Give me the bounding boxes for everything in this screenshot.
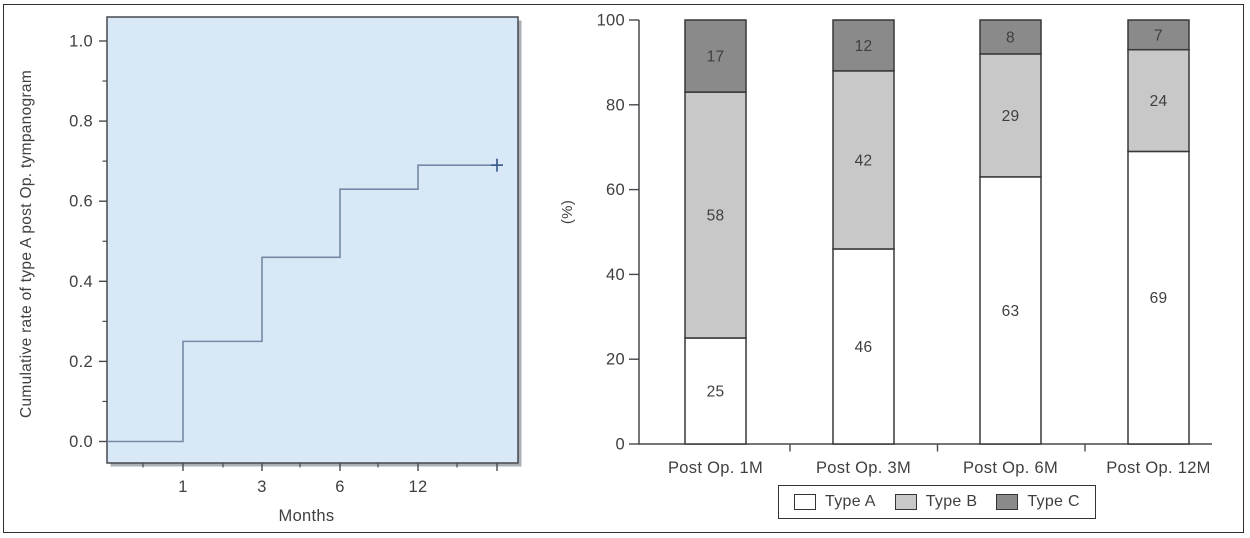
- bar-segment: [832, 248, 895, 445]
- legend-label: Type C: [1027, 493, 1080, 510]
- x-axis-tick-label: 12: [409, 478, 428, 496]
- legend-swatch-icon: [894, 494, 917, 510]
- y-axis-tick-label: 0.8: [69, 113, 93, 131]
- legend-swatch-icon: [996, 494, 1019, 510]
- plot-area: [106, 16, 519, 464]
- bar-value-label: 58: [707, 208, 725, 225]
- y-axis-tick-label: 0.2: [69, 353, 93, 371]
- y-axis-tick-label: 0.0: [69, 433, 93, 451]
- y-axis-tick-label: 1.0: [69, 33, 93, 51]
- x-axis-tick-label: 3: [257, 478, 266, 496]
- bar-value-label: 25: [707, 384, 725, 401]
- y-axis-title: (%): [559, 200, 576, 224]
- legend-label: Type A: [825, 493, 876, 510]
- bar-value-label: 8: [1006, 29, 1015, 46]
- bar-value-label: 29: [1002, 108, 1020, 125]
- bar-value-label: 7: [1154, 27, 1163, 44]
- category-label: Post Op. 12M: [1106, 459, 1210, 477]
- bar-segment: [684, 19, 747, 93]
- bar-segment: [832, 19, 895, 72]
- y-axis-tick-label: 0.6: [69, 193, 93, 211]
- y-axis-tick-label: 0: [616, 436, 625, 454]
- bar-segment: [684, 91, 747, 339]
- legend-item: Type A: [794, 493, 876, 511]
- y-axis-tick-label: 60: [606, 181, 625, 199]
- step-line: [107, 164, 497, 443]
- category-label: Post Op. 1M: [668, 459, 763, 477]
- bar-value-label: 12: [855, 38, 873, 55]
- bar-segment: [832, 70, 895, 250]
- bar-segment: [1127, 150, 1190, 445]
- x-axis-tick-label: 1: [178, 478, 187, 496]
- legend: Type A Type B Type C: [778, 485, 1096, 519]
- bar-value-label: 42: [855, 152, 873, 169]
- bar-value-label: 24: [1150, 93, 1168, 110]
- y-axis-tick-label: 20: [606, 351, 625, 369]
- bar-value-label: 17: [707, 49, 725, 66]
- legend-item: Type B: [894, 493, 978, 511]
- y-axis-tick-label: 100: [597, 12, 625, 30]
- category-label: Post Op. 6M: [963, 459, 1058, 477]
- bar-segment: [1127, 19, 1190, 51]
- legend-label: Type B: [925, 493, 978, 510]
- bar-segment: [1127, 48, 1190, 153]
- x-axis-tick-label: 6: [335, 478, 344, 496]
- bar-segment: [979, 19, 1042, 55]
- bar-segment: [979, 176, 1042, 445]
- y-axis-title: Cumulative rate of type A post Op. tympa…: [18, 70, 35, 418]
- bar-value-label: 63: [1002, 303, 1020, 320]
- y-axis-tick-label: 80: [606, 96, 625, 114]
- bar-value-label: 69: [1150, 290, 1168, 307]
- y-axis-tick-label: 0.4: [69, 273, 93, 291]
- legend-swatch-icon: [794, 494, 816, 510]
- bar-segment: [979, 53, 1042, 178]
- bar-value-label: 46: [855, 339, 873, 356]
- category-label: Post Op. 3M: [816, 459, 911, 477]
- y-axis-tick-label: 40: [606, 266, 625, 284]
- bar-segment: [684, 337, 747, 445]
- legend-item: Type C: [996, 493, 1080, 511]
- x-axis-title: Months: [279, 507, 335, 525]
